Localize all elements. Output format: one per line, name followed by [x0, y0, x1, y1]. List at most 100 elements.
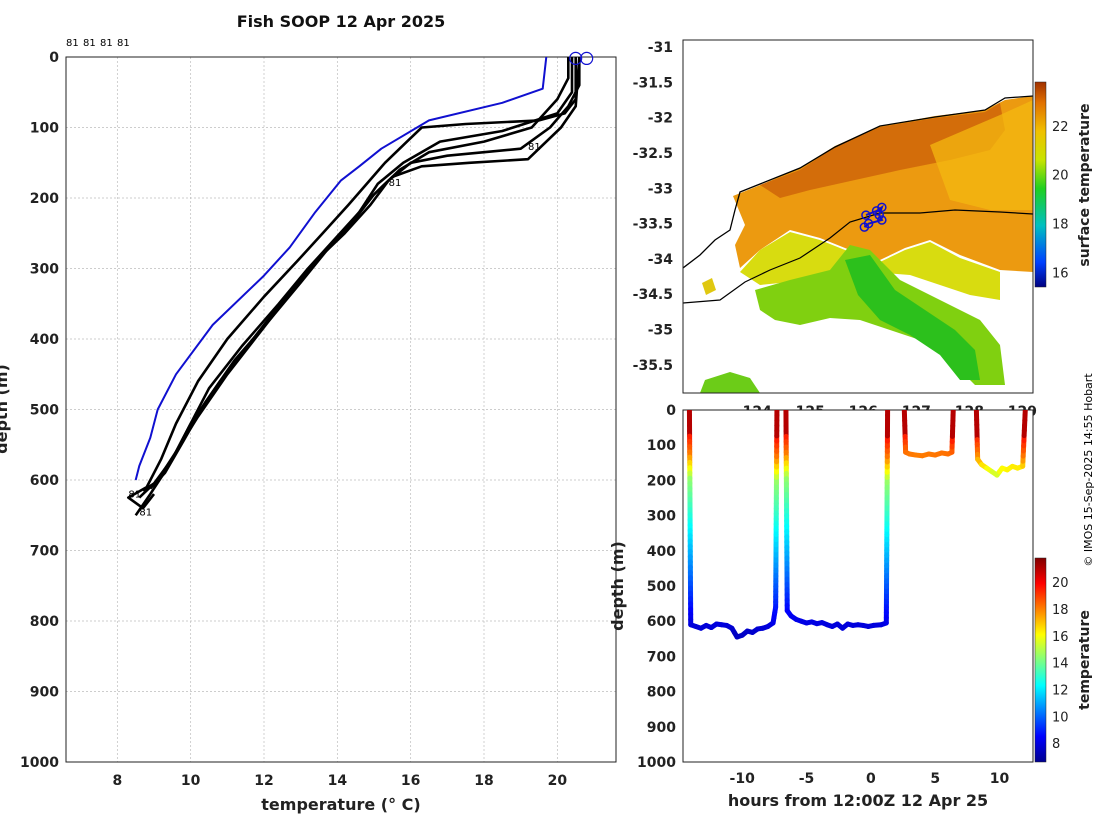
profile-top-label: 81	[100, 38, 113, 49]
timeseries-background	[683, 410, 1033, 762]
yellow-patch-west	[702, 278, 716, 295]
timeseries-y-tick-label: 1000	[637, 755, 676, 771]
timeseries-frame	[682, 409, 1034, 763]
temperature-colorbar-tick-label: 12	[1052, 684, 1069, 699]
profile-y-tick-label: 300	[30, 262, 59, 278]
timeseries-y-tick-label: 300	[647, 509, 676, 525]
surface-colorbar-tick-label: 16	[1052, 266, 1069, 281]
timeseries-x-tick-label: 0	[866, 771, 876, 787]
profile-y-tick-label: 600	[30, 473, 59, 489]
timeseries-panel: -10 -5 0 5 10 0 100 200 300 400 500 600 700 800 900 10…	[608, 403, 1093, 810]
profile-surface-markers	[569, 51, 594, 66]
surface-colorbar-tick-label: 20	[1052, 169, 1069, 184]
profile-y-tick-label: 400	[30, 332, 59, 348]
profile-point-label: 81	[389, 178, 402, 189]
ship-track-markers	[859, 202, 887, 232]
timeseries-y-tick-label: 800	[647, 685, 676, 701]
timeseries-x-axis-label: hours from 12:00Z 12 Apr 25	[728, 791, 988, 810]
profile-x-tick-label: 10	[181, 773, 201, 789]
imos-credit: © IMOS 15-Sep-2025 14:55 Hobart	[1082, 373, 1095, 567]
profile-line-profile-2	[134, 57, 574, 517]
map-y-tick-label: -35	[648, 322, 673, 338]
timeseries-y-tick-label: 400	[647, 544, 676, 560]
hot-water-band	[760, 103, 1005, 198]
track-position-marker	[859, 222, 870, 232]
profile-point-labels: 81 81 81 81	[128, 142, 540, 518]
timeseries-y-axis-label: depth (m)	[608, 541, 627, 631]
profile-frame	[65, 56, 617, 763]
profile-top-label: 81	[117, 38, 130, 49]
profile-x-tick-label: 8	[112, 773, 122, 789]
profile-top-label: 81	[83, 38, 96, 49]
map-y-tick-label: -31.5	[633, 75, 673, 91]
profile-y-tick-label: 100	[30, 121, 59, 137]
timeseries-y-tick-label: 700	[647, 649, 676, 665]
figure-title: Fish SOOP 12 Apr 2025	[237, 12, 446, 31]
track-position-marker	[877, 215, 887, 225]
map-y-tick-label: -35.5	[633, 358, 673, 374]
temperature-colorbar-tick-label: 14	[1052, 657, 1069, 672]
surface-temperature-colorbar-ticks: 16 18 20 22	[1052, 120, 1069, 281]
map-y-tick-label: -34.5	[633, 287, 673, 303]
surface-position-marker	[569, 51, 583, 66]
profile-y-tick-label: 0	[49, 50, 59, 66]
temperature-colorbar	[1034, 557, 1047, 763]
temperature-colorbar-tick-label: 18	[1052, 603, 1069, 618]
temperature-colorbar-tick-label: 8	[1052, 737, 1060, 752]
profile-y-tick-label: 1000	[20, 755, 59, 771]
surface-colorbar-tick-label: 18	[1052, 218, 1069, 233]
map-y-tick-label: -33.5	[633, 217, 673, 233]
temperature-colorbar-ticks: 8 10 12 14 16 18 20	[1052, 576, 1069, 752]
shelf-contour	[683, 209, 1033, 304]
orange-yellow-region	[930, 100, 1033, 210]
profile-point-label: 81	[139, 507, 152, 518]
profile-x-tick-label: 16	[401, 773, 420, 789]
profile-x-tick-label: 18	[474, 773, 493, 789]
profile-y-tick-label: 800	[30, 614, 59, 630]
surface-temperature-label: surface temperature	[1077, 103, 1093, 266]
profile-x-tick-label: 12	[254, 773, 273, 789]
green-cool-region	[845, 255, 980, 380]
track-position-marker	[861, 210, 871, 220]
track-position-marker	[874, 210, 884, 220]
profile-point-label: 81	[128, 490, 141, 501]
profile-panel: 8 10 12 14 16 18 20 0 100 200 300 400 500 600 700 800 9…	[0, 38, 617, 814]
timeseries-x-tick-label: 5	[930, 771, 940, 787]
profile-grid	[66, 56, 616, 763]
map-frame	[682, 39, 1034, 394]
profile-line-latest	[134, 57, 548, 481]
ship-track	[863, 204, 884, 228]
profile-x-ticks: 8 10 12 14 16 18 20	[112, 773, 567, 789]
map-y-tick-label: -32	[648, 111, 673, 127]
coastline	[683, 95, 1033, 269]
surface-temperature-colorbar	[1034, 81, 1047, 288]
profile-y-tick-label: 200	[30, 191, 59, 207]
profile-y-tick-label: 500	[30, 403, 59, 419]
profile-y-axis-label: depth (m)	[0, 364, 11, 454]
temperature-colorbar-tick-label: 10	[1052, 710, 1069, 725]
map-y-tick-label: -34	[648, 252, 674, 268]
profile-x-tick-label: 14	[328, 773, 348, 789]
timeseries-x-tick-label: -5	[799, 771, 815, 787]
map-y-tick-label: -33	[648, 181, 673, 197]
profile-y-tick-label: 700	[30, 544, 59, 560]
green-patch-southwest	[700, 372, 760, 393]
timeseries-y-tick-label: 600	[647, 614, 676, 630]
timeseries-y-tick-label: 500	[647, 579, 676, 595]
timeseries-y-tick-label: 0	[666, 403, 676, 419]
timeseries-dives	[686, 410, 1028, 640]
surface-colorbar-tick-label: 22	[1052, 120, 1069, 135]
profile-top-labels: 81 81 81 81	[66, 38, 130, 49]
timeseries-y-tick-label: 100	[647, 438, 676, 454]
map-y-ticks: -31 -31.5 -32 -32.5 -33 -33.5 -34 -34.5 -35 -35.5	[633, 40, 674, 374]
profile-line-profile-4	[138, 57, 581, 499]
timeseries-y-tick-label: 900	[647, 720, 676, 736]
map-area	[683, 40, 1033, 393]
map-panel: 124125126127128129 -31-31.5-32-32.5-33-3…	[633, 39, 1093, 420]
profile-x-tick-label: 20	[548, 773, 568, 789]
map-y-tick-label: -31	[648, 40, 673, 56]
timeseries-x-ticks: -10 -5 0 5 10	[730, 771, 1010, 787]
map-y-tick-label: -32.5	[633, 146, 673, 162]
timeseries-x-tick-label: -10	[730, 771, 756, 787]
